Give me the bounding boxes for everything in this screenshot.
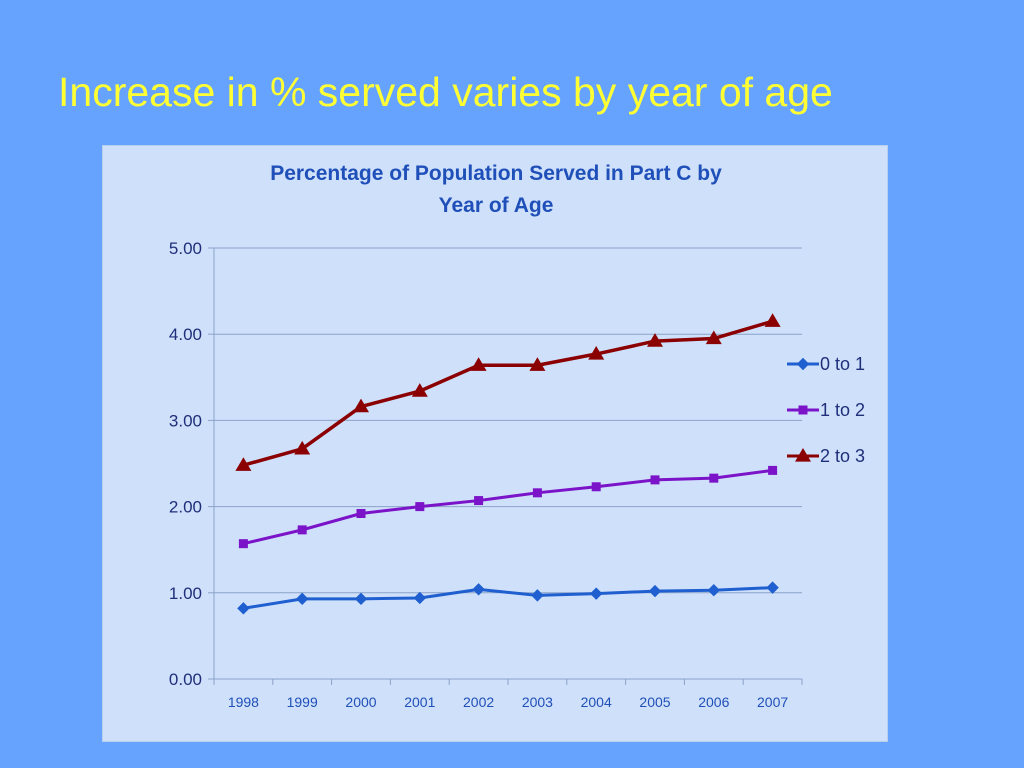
data-point [411,383,428,397]
data-point [297,525,307,535]
x-tick-label: 2000 [345,694,376,710]
x-tick-label: 2002 [463,694,494,710]
chart-panel: Percentage of Population Served in Part … [102,145,888,742]
legend-item: 2 to 3 [787,446,865,466]
data-point [353,398,369,413]
x-tick-label: 2007 [757,694,788,710]
data-point [591,482,601,492]
data-point [354,592,368,606]
data-point [764,313,781,327]
data-point [709,473,719,483]
series-line [242,319,774,467]
chart-title-line-1: Percentage of Population Served in Part … [270,162,722,185]
data-point [238,539,248,549]
x-tick-label: 2003 [522,694,553,710]
y-tick-label: 2.00 [169,498,202,517]
data-point [647,333,663,347]
data-point [531,589,544,602]
data-point [474,496,484,506]
data-point [707,584,721,597]
legend-item: 0 to 1 [787,354,865,374]
data-point [650,475,660,485]
data-point [294,440,311,455]
data-point [768,465,778,475]
axes: 0.00 1.00 2.00 3.00 4.00 5.00 1998 1999 2000 2001… [169,239,803,710]
series-1-to-2 [238,465,778,549]
data-point [588,346,605,360]
x-tick-label: 2006 [698,694,729,710]
line-chart: Percentage of Population Served in Part … [169,162,865,710]
x-tick-label: 2004 [581,694,612,710]
data-point [235,457,252,471]
data-point [648,584,662,598]
legend-label: 1 to 2 [820,400,865,420]
series-line [243,468,773,546]
y-tick-label: 0.00 [169,670,202,689]
data-point [356,508,366,518]
chart-title-line-2: Year of Age [439,194,554,217]
legend-swatch-marker [796,357,810,371]
y-tick-label: 3.00 [169,411,202,430]
data-point [470,357,487,371]
legend: 0 to 1 1 to 2 2 to 3 [787,354,865,466]
data-point [237,602,250,615]
slide-title: Increase in % served varies by year of a… [58,69,833,115]
gridlines [214,247,802,594]
y-tick-label: 4.00 [169,325,202,344]
data-point [705,330,722,345]
legend-swatch-marker [795,448,811,462]
series-line [243,586,773,610]
legend-label: 0 to 1 [820,354,865,374]
data-point [529,357,546,371]
data-point [472,583,485,596]
data-point [413,591,427,605]
legend-swatch-marker [798,405,808,415]
series-2-to-3 [235,313,781,471]
legend-label: 2 to 3 [820,446,865,466]
data-point [295,592,309,606]
x-tick-label: 2001 [404,694,435,710]
data-point [415,502,425,512]
y-tick-label: 5.00 [169,239,202,258]
x-tick-label: 2005 [639,694,670,710]
legend-item: 1 to 2 [787,400,865,420]
series-group [235,313,781,615]
data-point [589,587,603,600]
x-tick-label: 1999 [287,694,318,710]
data-point [532,488,542,498]
data-point [766,581,779,594]
y-tick-label: 1.00 [169,584,202,603]
series-0-to-1 [237,581,779,615]
x-tick-label: 1998 [228,694,259,710]
